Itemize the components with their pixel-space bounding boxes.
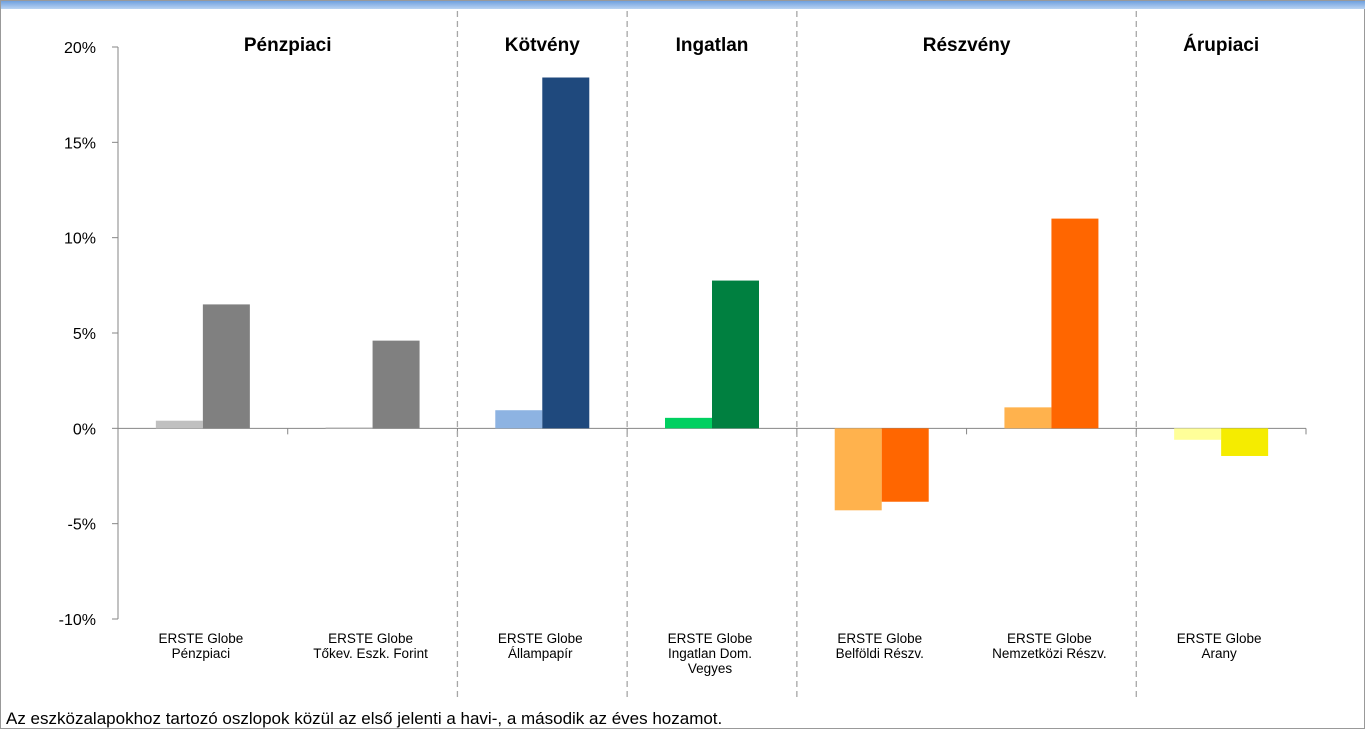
section-label: Kötvény <box>505 35 580 56</box>
bar-annual <box>202 304 250 429</box>
bar-annual <box>542 77 590 429</box>
y-tick-label: 10% <box>64 231 96 248</box>
bar-annual <box>712 280 759 429</box>
y-tick-label: -10% <box>59 612 96 629</box>
section-label: Pénzpiaci <box>244 35 332 56</box>
bar-monthly <box>1004 407 1052 429</box>
bar-monthly <box>495 410 543 429</box>
category-label: ERSTE Globe <box>1007 631 1092 646</box>
footnote: Az eszközalapokhoz tartozó oszlopok közü… <box>6 709 723 728</box>
bar-monthly <box>665 417 712 429</box>
category-label: ERSTE Globe <box>837 631 922 646</box>
bar-annual <box>881 428 929 502</box>
category-label: Pénzpiaci <box>172 646 231 661</box>
category-label: Belföldi Részv. <box>836 646 924 661</box>
category-label: Állampapír <box>508 646 573 661</box>
category-label: ERSTE Globe <box>668 631 753 646</box>
y-tick-label: 0% <box>73 421 96 438</box>
category-label: ERSTE Globe <box>328 631 413 646</box>
bar-monthly <box>834 428 882 511</box>
y-tick-label: 5% <box>73 326 96 343</box>
bar-monthly <box>1174 428 1222 440</box>
title-strip <box>1 1 1365 9</box>
section-label: Részvény <box>923 35 1011 56</box>
bar-monthly <box>325 427 373 429</box>
category-label: Arany <box>1202 646 1238 661</box>
y-tick-label: 15% <box>64 135 96 152</box>
category-label: ERSTE Globe <box>498 631 583 646</box>
y-tick-label: -5% <box>68 517 96 534</box>
category-label: Ingatlan Dom. <box>668 646 752 661</box>
bar-annual <box>1221 428 1269 456</box>
section-label: Ingatlan <box>676 35 749 56</box>
category-label: ERSTE Globe <box>158 631 243 646</box>
category-label: ERSTE Globe <box>1177 631 1262 646</box>
bar-annual <box>1051 218 1099 429</box>
category-label: Tőkev. Eszk. Forint <box>313 646 428 661</box>
section-label: Árupiaci <box>1183 34 1259 56</box>
category-label: Nemzetközi Részv. <box>992 646 1107 661</box>
bar-monthly <box>155 420 203 429</box>
y-tick-label: 20% <box>64 40 96 57</box>
bar-annual <box>372 340 420 429</box>
category-label: Vegyes <box>688 661 733 676</box>
